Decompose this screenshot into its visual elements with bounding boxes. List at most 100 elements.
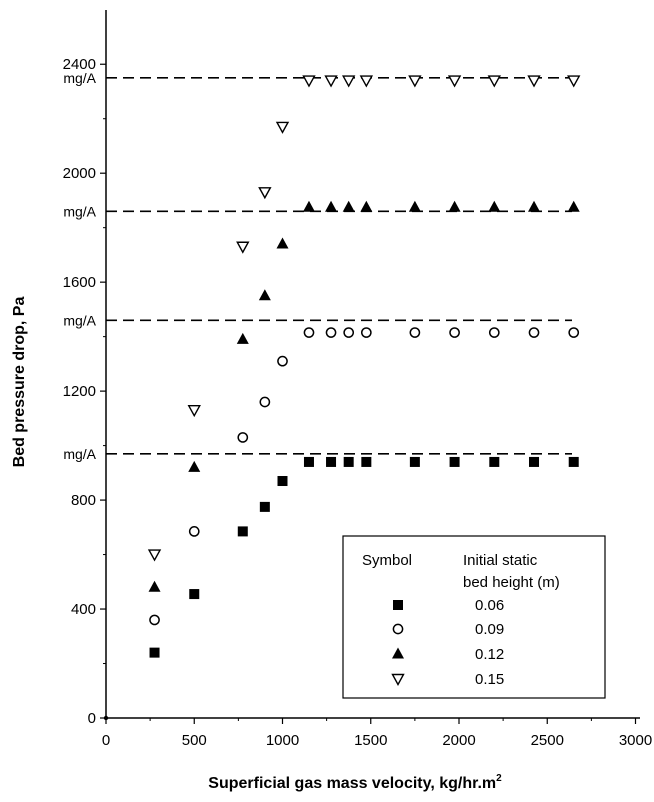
data-point — [276, 237, 289, 249]
reference-line-label: mg/A — [63, 203, 96, 219]
data-point — [259, 501, 270, 512]
data-point — [342, 75, 356, 88]
x-tick-label: 2500 — [531, 732, 564, 749]
legend-entry-label: 0.12 — [475, 646, 504, 663]
legend-marker — [392, 623, 404, 635]
data-point — [302, 75, 316, 88]
data-point — [324, 75, 338, 88]
data-point — [343, 456, 354, 467]
x-axis-ticks: 0 500 1000 1500 2000 2500 3000 — [102, 718, 652, 749]
data-point — [149, 647, 160, 658]
x-tick-label: 1500 — [354, 732, 387, 749]
data-point — [568, 456, 579, 467]
reference-line-label: mg/A — [63, 70, 96, 86]
origin-point — [103, 715, 109, 721]
legend-header-value-line2: bed height (m) — [463, 574, 560, 591]
legend-marker — [393, 600, 403, 610]
series-0-12 — [148, 200, 580, 592]
legend-marker — [391, 673, 405, 686]
data-point — [567, 200, 580, 212]
data-point — [188, 526, 200, 537]
data-point — [359, 75, 374, 88]
data-point — [277, 355, 288, 367]
data-point — [189, 589, 200, 600]
data-point — [448, 200, 461, 212]
data-point — [447, 75, 462, 88]
series-0-09 — [149, 327, 580, 626]
data-point — [487, 75, 501, 88]
y-tick-label: 1200 — [63, 383, 96, 400]
data-point — [360, 327, 372, 338]
data-point — [408, 75, 422, 88]
data-point — [236, 332, 249, 344]
data-point — [527, 75, 541, 88]
data-point — [408, 200, 421, 212]
data-point — [409, 456, 420, 467]
data-point — [343, 327, 355, 338]
data-point — [489, 456, 500, 467]
legend-box — [342, 535, 606, 699]
x-tick-label: 1000 — [266, 732, 299, 749]
y-axis-ticks: 0 400 800 1200 1600 2000 2400 — [63, 56, 106, 727]
y-tick-label: 0 — [88, 710, 96, 727]
data-point — [325, 200, 338, 212]
x-axis-title-main: Superficial gas mass velocity, kg/hr.m — [208, 775, 496, 792]
data-point — [360, 200, 373, 212]
legend-entries: 0.06 0.09 0.12 0.15 — [391, 597, 504, 688]
legend-header-symbol: Symbol — [362, 552, 412, 569]
y-tick-label: 800 — [71, 492, 96, 509]
legend-entry-label: 0.06 — [475, 597, 504, 614]
data-point — [567, 75, 581, 88]
data-point — [342, 200, 355, 212]
legend-entry-label: 0.09 — [475, 621, 504, 638]
data-point — [302, 200, 315, 212]
x-tick-label: 0 — [102, 732, 110, 749]
data-point — [187, 404, 201, 418]
data-point — [275, 121, 290, 134]
data-point — [188, 460, 201, 472]
x-tick-label: 3000 — [619, 732, 652, 749]
data-point — [326, 456, 337, 467]
data-point — [237, 432, 249, 443]
data-point — [529, 456, 540, 467]
axes — [105, 10, 640, 719]
x-tick-label: 500 — [182, 732, 207, 749]
series-0-06 — [149, 456, 579, 658]
data-point — [259, 396, 271, 408]
data-point — [528, 200, 541, 212]
data-point — [258, 289, 271, 301]
y-tick-label: 1600 — [63, 274, 96, 291]
legend-entry-label: 0.15 — [475, 671, 504, 688]
data-point — [568, 327, 580, 338]
data-points — [103, 75, 581, 721]
data-point — [409, 327, 421, 338]
data-point — [303, 456, 314, 467]
reference-line-label: mg/A — [63, 312, 96, 328]
legend: Symbol Initial static bed height (m) 0.0… — [342, 535, 606, 699]
data-point — [236, 241, 250, 254]
data-point — [528, 327, 540, 338]
data-point — [488, 327, 500, 338]
data-point — [303, 327, 315, 338]
x-axis-title: Superficial gas mass velocity, kg/hr.m2 — [208, 773, 502, 792]
data-point — [148, 580, 161, 592]
x-axis-title-superscript: 2 — [496, 773, 502, 784]
reference-lines: mg/A mg/A mg/A mg/A — [63, 70, 572, 462]
reference-line-label: mg/A — [63, 446, 96, 462]
data-point — [488, 200, 501, 212]
series-0-15 — [147, 75, 581, 562]
data-point — [258, 187, 272, 200]
data-point — [147, 549, 162, 562]
y-tick-label: 2400 — [63, 56, 96, 73]
x-tick-label: 2000 — [442, 732, 475, 749]
data-point — [325, 327, 337, 338]
data-point — [149, 614, 160, 626]
data-point — [449, 327, 460, 338]
legend-marker — [392, 647, 404, 659]
y-tick-label: 400 — [71, 601, 96, 618]
data-point — [449, 456, 460, 467]
y-axis-title: Bed pressure drop, Pa — [11, 297, 28, 468]
legend-header-value-line1: Initial static — [463, 552, 538, 569]
data-point — [277, 476, 288, 487]
